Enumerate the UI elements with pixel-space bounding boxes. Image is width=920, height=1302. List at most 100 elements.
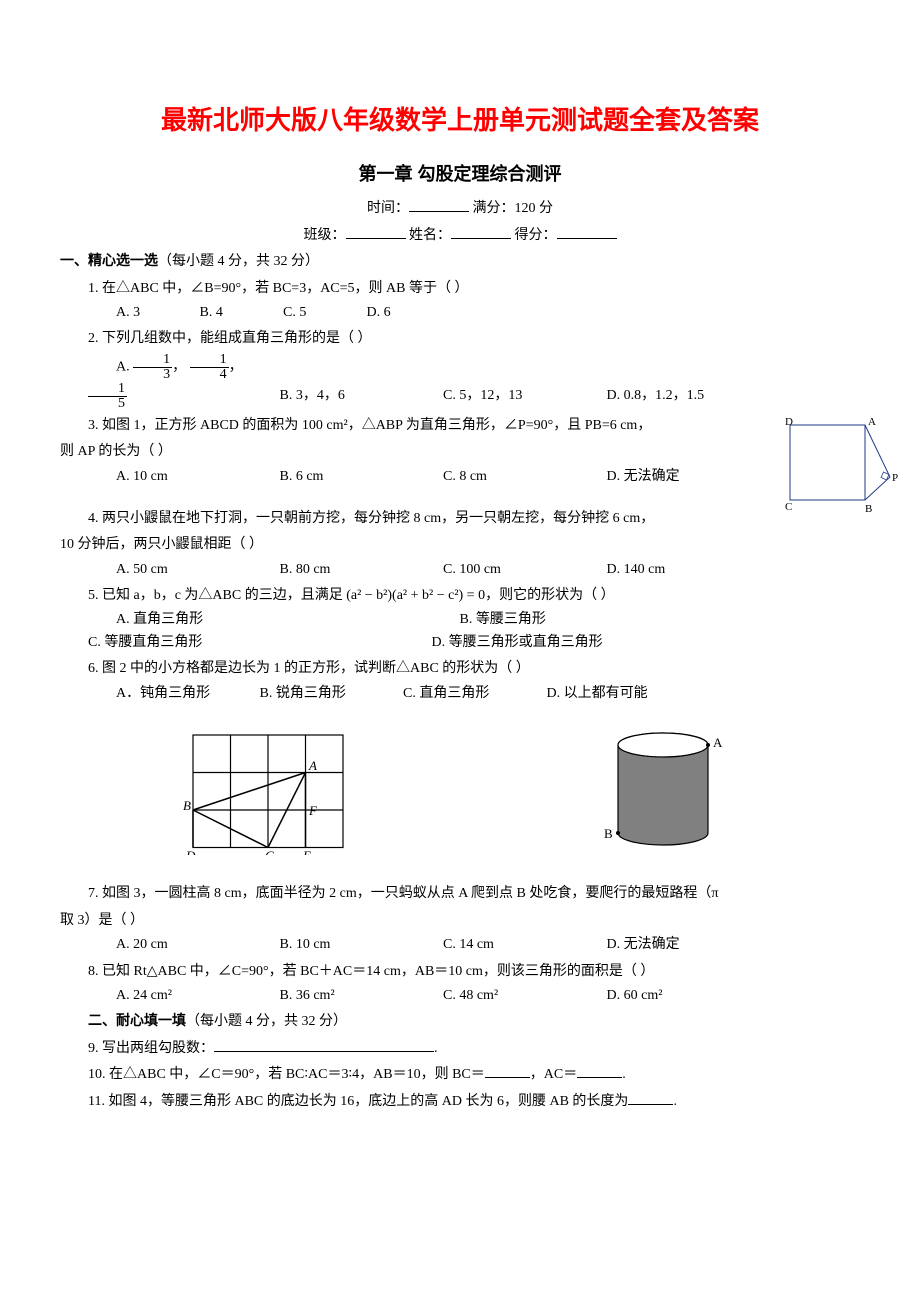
section-2-header: 二、耐心填一填（每小题 4 分，共 32 分） <box>60 1011 860 1033</box>
name-blank <box>451 225 511 239</box>
question-7-options: A. 20 cm B. 10 cm C. 14 cm D. 无法确定 <box>60 934 860 956</box>
q4-opt-c: C. 100 cm <box>415 559 575 581</box>
q11-post: . <box>673 1094 677 1109</box>
q1-opt-d: D. 6 <box>339 302 419 324</box>
q6-opt-b: B. 锐角三角形 <box>232 683 372 705</box>
question-3-line1: 3. 如图 1，正方形 ABCD 的面积为 100 cm²，△ABP 为直角三角… <box>60 415 860 437</box>
q10-mid: ，AC＝ <box>530 1067 577 1082</box>
figure-1: D A C B P <box>780 415 900 523</box>
question-5-options: A. 直角三角形 B. 等腰三角形 C. 等腰直角三角形 D. 等腰三角形或直角… <box>60 609 860 654</box>
frac-num: 1 <box>133 353 172 368</box>
q11-pre: 11. 如图 4，等腰三角形 ABC 的底边长为 16，底边上的高 AD 长为 … <box>88 1094 628 1109</box>
question-7-line2: 取 3）是（ ） <box>60 910 860 932</box>
q2-frac-2: 14 <box>190 353 229 382</box>
q7-opt-d: D. 无法确定 <box>579 934 739 956</box>
q5-opt-b: B. 等腰三角形 <box>432 609 732 631</box>
question-2: 2. 下列几组数中，能组成直角三角形的是（ ） <box>60 328 860 350</box>
frac-den: 5 <box>88 397 127 411</box>
frac-num: 1 <box>190 353 229 368</box>
question-6: 6. 图 2 中的小方格都是边长为 1 的正方形，试判断△ABC 的形状为（ ） <box>60 658 860 680</box>
figure-3: A B <box>598 725 738 863</box>
fig2-E: E <box>302 848 311 855</box>
time-blank <box>409 198 469 212</box>
q6-opt-d: D. 以上都有可能 <box>519 683 659 705</box>
q4-opt-d: D. 140 cm <box>579 559 739 581</box>
q10-blank2 <box>577 1064 622 1078</box>
q8-opt-d: D. 60 cm² <box>579 985 739 1007</box>
frac-den: 3 <box>133 368 172 382</box>
figures-row: A B C D E F A B <box>60 725 860 863</box>
fig1-C: C <box>785 501 792 513</box>
q1-opt-b: B. 4 <box>172 302 252 324</box>
q3-opt-c: C. 8 cm <box>415 466 575 488</box>
q11-blank <box>628 1091 673 1105</box>
section-2-title: 二、耐心填一填 <box>88 1014 186 1029</box>
question-3-options: A. 10 cm B. 6 cm C. 8 cm D. 无法确定 <box>60 466 860 488</box>
section-1-note: （每小题 4 分，共 32 分） <box>158 254 319 269</box>
q8-opt-b: B. 36 cm² <box>252 985 412 1007</box>
q2-frac-1: 13 <box>133 353 172 382</box>
question-5: 5. 已知 a，b，c 为△ABC 的三边，且满足 (a² − b²)(a² +… <box>60 585 860 607</box>
fig3-A: A <box>713 735 723 750</box>
q1-opt-c: C. 5 <box>255 302 335 324</box>
question-10: 10. 在△ABC 中，∠C＝90°，若 BC∶AC＝3∶4，AB＝10，则 B… <box>60 1064 860 1086</box>
question-8-options: A. 24 cm² B. 36 cm² C. 48 cm² D. 60 cm² <box>60 985 860 1007</box>
fig1-P: P <box>892 472 898 484</box>
q5-opt-d: D. 等腰三角形或直角三角形 <box>404 632 704 654</box>
fig2-A: A <box>308 758 317 773</box>
q8-opt-c: C. 48 cm² <box>415 985 575 1007</box>
q10-pre: 10. 在△ABC 中，∠C＝90°，若 BC∶AC＝3∶4，AB＝10，则 B… <box>88 1067 485 1082</box>
q5-opt-c: C. 等腰直角三角形 <box>60 632 400 654</box>
q3-opt-b: B. 6 cm <box>252 466 412 488</box>
section-1-title: 一、精心选一选 <box>60 254 158 269</box>
q3-opt-d: D. 无法确定 <box>579 466 739 488</box>
q10-blank1 <box>485 1064 530 1078</box>
name-label: 姓名： <box>409 228 451 243</box>
fig1-A: A <box>868 416 876 428</box>
fig3-B: B <box>604 826 613 841</box>
figure-2: A B C D E F <box>183 725 353 863</box>
q2-opt-b: B. 3，4，6 <box>252 385 412 407</box>
q6-opt-a: A．钝角三角形 <box>88 683 228 705</box>
fig2-F: F <box>308 803 318 818</box>
q7-opt-b: B. 10 cm <box>252 934 412 956</box>
question-2-options: A. 13， 14， 15 B. 3，4，6 C. 5，12，13 D. 0.8… <box>60 353 860 411</box>
sep2: ， <box>229 359 243 374</box>
q7-opt-c: C. 14 cm <box>415 934 575 956</box>
q2-opt-a: A. 13， 14， 15 <box>88 353 248 411</box>
q4-opt-a: A. 50 cm <box>88 559 248 581</box>
question-1: 1. 在△ABC 中，∠B=90°，若 BC=3，AC=5，则 AB 等于（ ） <box>60 278 860 300</box>
question-4-options: A. 50 cm B. 80 cm C. 100 cm D. 140 cm <box>60 559 860 581</box>
fig1-B: B <box>865 503 872 515</box>
full-score: 满分：120 分 <box>469 201 553 216</box>
fig2-B: B <box>183 798 191 813</box>
q6-opt-c: C. 直角三角形 <box>375 683 515 705</box>
class-blank <box>346 225 406 239</box>
section-2-note: （每小题 4 分，共 32 分） <box>186 1014 347 1029</box>
q5-opt-a: A. 直角三角形 <box>88 609 428 631</box>
frac-den: 4 <box>190 368 229 382</box>
question-11: 11. 如图 4，等腰三角形 ABC 的底边长为 16，底边上的高 AD 长为 … <box>60 1091 860 1113</box>
q2-frac-3: 15 <box>88 382 127 411</box>
q2-opt-d: D. 0.8，1.2，1.5 <box>579 385 739 407</box>
q10-post: . <box>622 1067 626 1082</box>
class-label: 班级： <box>304 228 346 243</box>
question-3-line2: 则 AP 的长为（ ） <box>60 441 860 463</box>
question-4-line2: 10 分钟后，两只小鼹鼠相距（ ） <box>60 534 860 556</box>
question-6-options: A．钝角三角形 B. 锐角三角形 C. 直角三角形 D. 以上都有可能 <box>60 683 860 705</box>
main-title: 最新北师大版八年级数学上册单元测试题全套及答案 <box>60 100 860 142</box>
sep1: ， <box>172 359 186 374</box>
question-9: 9. 写出两组勾股数：. <box>60 1038 860 1060</box>
fig2-C: C <box>265 848 274 855</box>
time-label: 时间： <box>367 201 409 216</box>
q4-opt-b: B. 80 cm <box>252 559 412 581</box>
class-line: 班级： 姓名： 得分： <box>60 225 860 247</box>
section-1-header: 一、精心选一选（每小题 4 分，共 32 分） <box>60 251 860 273</box>
question-4-line1: 4. 两只小鼹鼠在地下打洞，一只朝前方挖，每分钟挖 8 cm，另一只朝左挖，每分… <box>60 508 860 530</box>
q3-opt-a: A. 10 cm <box>88 466 248 488</box>
q2-opt-c: C. 5，12，13 <box>415 385 575 407</box>
score-blank <box>557 225 617 239</box>
q7-opt-a: A. 20 cm <box>88 934 248 956</box>
sub-title: 第一章 勾股定理综合测评 <box>60 160 860 189</box>
fig2-D: D <box>185 848 196 855</box>
